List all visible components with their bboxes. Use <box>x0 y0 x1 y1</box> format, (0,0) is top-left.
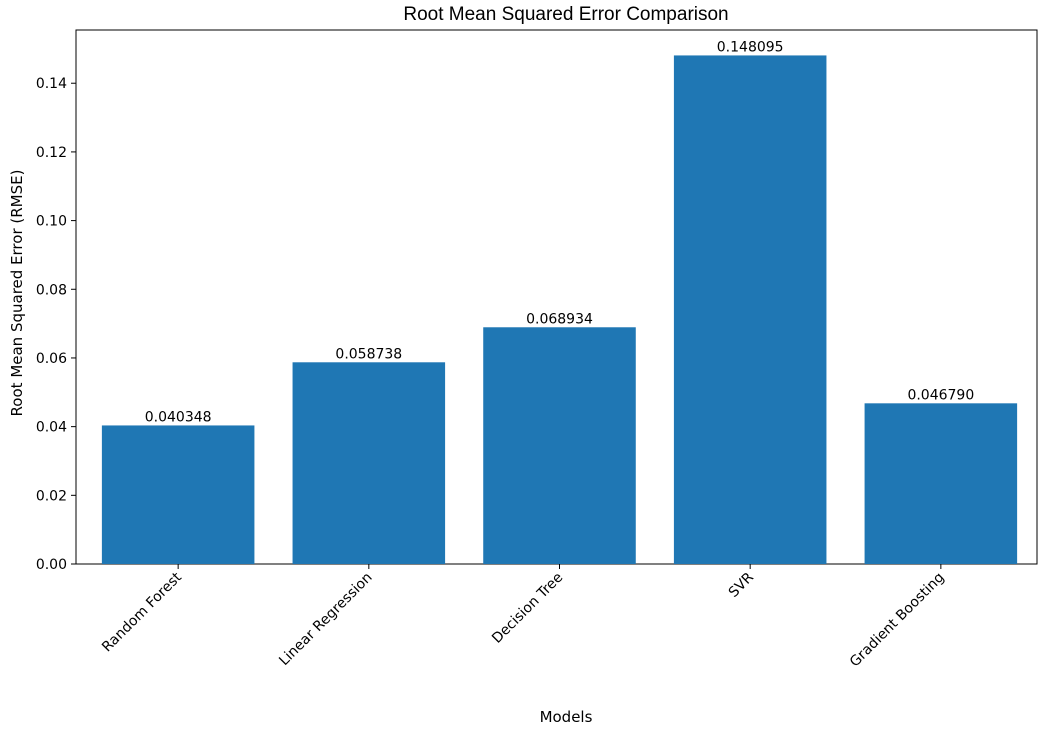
x-tick-label: Linear Regression <box>276 570 375 669</box>
y-tick-label: 0.00 <box>36 557 67 573</box>
bar-value-label: 0.040348 <box>145 409 212 425</box>
x-tick-label: SVR <box>726 569 757 600</box>
bar <box>673 55 827 565</box>
bar <box>483 327 636 564</box>
y-tick-label: 0.04 <box>36 420 67 436</box>
y-tick-label: 0.10 <box>36 214 67 230</box>
x-tick-label: Random Forest <box>99 569 185 655</box>
bar-value-label: 0.046790 <box>907 387 974 403</box>
y-tick-label: 0.08 <box>36 282 67 298</box>
chart-title: Root Mean Squared Error Comparison <box>403 4 728 25</box>
x-tick-label: Decision Tree <box>489 570 566 647</box>
y-tick-label: 0.02 <box>36 488 67 504</box>
bar <box>101 425 255 564</box>
bar <box>864 403 1018 564</box>
y-tick-label: 0.06 <box>36 351 67 367</box>
bar-value-label: 0.148095 <box>717 39 784 55</box>
bar-value-label: 0.058738 <box>335 346 402 362</box>
y-axis-label: Root Mean Squared Error (RMSE) <box>8 170 26 417</box>
y-tick-label: 0.12 <box>36 145 67 161</box>
plot-area: 0.00 0.02 0.04 0.06 0.08 0.10 0.12 0.14 0.040348… <box>36 29 1038 671</box>
bar <box>292 362 446 564</box>
x-tick-label: Gradient Boosting <box>847 570 948 671</box>
bar-value-label: 0.068934 <box>526 311 593 327</box>
x-axis-label: Models <box>540 708 593 726</box>
y-tick-label: 0.14 <box>36 76 67 92</box>
